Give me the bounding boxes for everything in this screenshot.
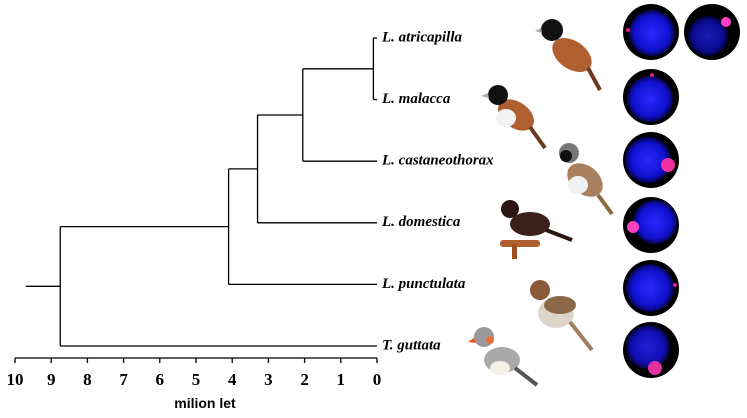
tick-label: 8 [83,370,92,389]
taxon-label: L. malacca [381,91,451,107]
axis-label: milion let [174,395,236,411]
taxon-label: L. punctulata [381,276,466,292]
cell [623,322,679,378]
cell [623,4,679,60]
cell [623,69,679,125]
cell [684,4,740,60]
taxon-label: L. atricapilla [381,29,462,45]
bird [559,143,614,216]
tick-label: 6 [156,370,165,389]
tick-label: 5 [192,370,201,389]
bird [481,85,547,150]
bird [535,19,602,91]
bird [530,280,594,352]
tick-label: 2 [300,370,309,389]
tick-label: 1 [337,370,346,389]
tick-label: 9 [47,370,56,389]
tree: L. atricapilla L. malacca L. castaneothora… [25,29,494,353]
tick-label: 0 [373,370,382,389]
bird-illustrations [468,19,614,387]
cell [623,260,679,316]
tick-label: 3 [264,370,273,389]
tick-label: 4 [228,370,237,389]
cell [623,197,679,253]
cell-images [623,4,740,378]
cell [623,132,679,188]
bird [468,327,539,387]
taxon-label: T. guttata [382,337,441,353]
taxon-label: L. domestica [381,214,461,230]
tick-label: 10 [7,370,24,389]
taxon-label: L. castaneothorax [381,153,494,169]
bird [500,200,573,259]
tick-label: 7 [119,370,128,389]
